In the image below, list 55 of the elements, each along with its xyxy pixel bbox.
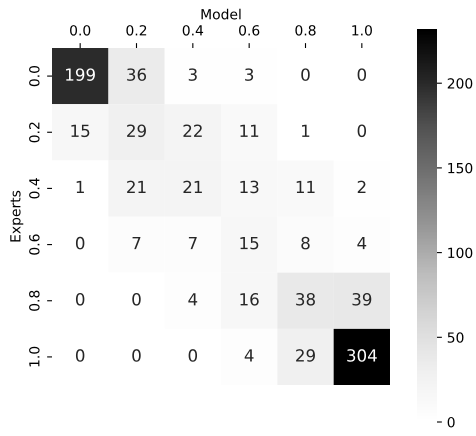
data-label: 0 [188, 349, 198, 362]
data-label: 0 [301, 68, 310, 81]
data-label: 29 [296, 349, 315, 362]
data-label: 1 [302, 124, 310, 137]
data-label: 11 [296, 180, 315, 194]
y-tick-label: 0.8 [29, 290, 40, 311]
y-axis-title: Experts [10, 190, 24, 242]
x-tick-label: 0.2 [126, 25, 146, 36]
data-label: 36 [127, 68, 146, 81]
data-label: 21 [183, 180, 202, 194]
x-axis-title: Model [202, 8, 241, 20]
data-label: 0 [358, 68, 366, 81]
data-label: 0 [76, 349, 84, 362]
data-label: 13 [240, 180, 258, 194]
color-bar-label: 100 [448, 248, 472, 258]
data-label: 0 [358, 124, 366, 138]
x-tick-label: 0.4 [182, 25, 204, 36]
data-label: 199 [66, 68, 95, 81]
color-bar-label: 150 [448, 162, 472, 174]
data-label: 3 [245, 68, 254, 81]
data-label: 22 [183, 124, 202, 137]
y-tick-label: 0.4 [29, 178, 40, 199]
data-label: 0 [132, 349, 141, 362]
data-label: 2 [358, 180, 366, 194]
data-label: 15 [240, 237, 258, 250]
data-label: 0 [76, 236, 84, 250]
data-label: 7 [188, 237, 197, 250]
y-tick-label: 0.2 [29, 122, 40, 142]
data-label: 3 [188, 68, 197, 81]
data-label: 1 [76, 180, 84, 194]
data-label: 4 [357, 237, 366, 250]
data-label: 4 [188, 293, 198, 306]
x-tick-label: 0.8 [295, 25, 316, 36]
data-label: 15 [71, 124, 90, 138]
data-label: 29 [127, 124, 146, 138]
color-bar-label: 0 [448, 416, 455, 428]
data-label: 7 [132, 237, 140, 250]
x-tick-label: 0.0 [70, 25, 90, 36]
data-label: 0 [132, 292, 141, 306]
y-tick-label: 0.6 [29, 234, 40, 255]
data-label: 16 [240, 292, 259, 306]
data-label: 38 [296, 292, 315, 306]
data-label: 11 [240, 124, 258, 137]
x-tick-label: 1.0 [352, 25, 372, 36]
y-tick-label: 1.0 [29, 346, 40, 366]
y-tick-label: 0.0 [29, 66, 40, 86]
color-bar-label: 200 [448, 78, 472, 89]
data-label: 8 [301, 236, 310, 250]
data-label: 304 [347, 349, 377, 362]
data-label: 39 [352, 292, 372, 306]
data-label: 4 [244, 349, 254, 362]
color-bar-label: 50 [448, 332, 464, 343]
x-tick-label: 0.6 [239, 25, 260, 36]
data-label: 0 [76, 292, 84, 306]
data-label: 21 [127, 180, 146, 194]
